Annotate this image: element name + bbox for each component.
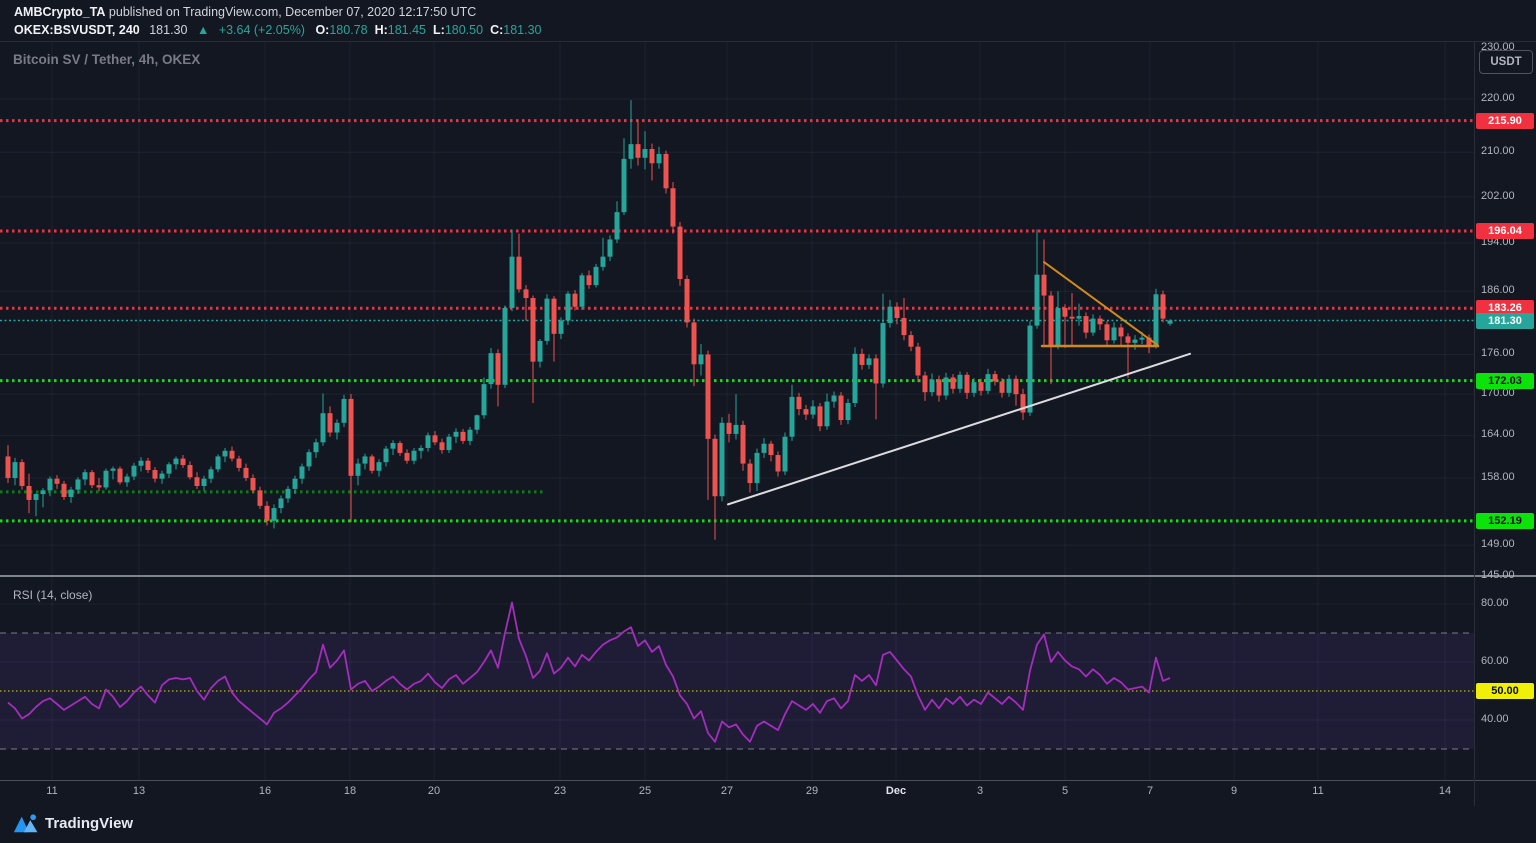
time-axis-label: 18 bbox=[343, 785, 357, 797]
time-axis-label: Dec bbox=[885, 785, 907, 797]
ohlc-value: 180.78 bbox=[329, 23, 368, 37]
tradingview-logo-text: TradingView bbox=[45, 814, 134, 832]
price-level-badge: 215.90 bbox=[1476, 112, 1534, 129]
rsi-tick-label: 80.00 bbox=[1481, 597, 1509, 609]
price-tick-label: 230.00 bbox=[1481, 42, 1515, 54]
time-axis-label: 3 bbox=[976, 785, 984, 797]
candles-layer bbox=[5, 100, 1173, 540]
price-tick-label: 186.00 bbox=[1481, 284, 1515, 297]
price-tick-label: 170.00 bbox=[1481, 387, 1515, 400]
time-axis-label: 13 bbox=[132, 785, 146, 797]
chart-watermark: Bitcoin SV / Tether, 4h, OKEX bbox=[13, 52, 201, 67]
time-axis-separator bbox=[0, 780, 1536, 781]
time-axis-label: 29 bbox=[805, 785, 819, 797]
ohlc-readout: O:180.78 H:181.45 L:180.50 C:181.30 bbox=[308, 23, 541, 37]
ohlc-key: L: bbox=[433, 23, 445, 37]
price-tick-label: 145.00 bbox=[1481, 569, 1515, 582]
ohlc-key: O: bbox=[315, 23, 330, 37]
time-axis[interactable]: 11 13 16 18 20 23 25 27 29 Dec 3 5 7 9 11 14 bbox=[0, 781, 1474, 806]
rsi-line bbox=[7, 601, 1171, 743]
header: AMBCrypto_TA published on TradingView.co… bbox=[0, 0, 1536, 41]
price-axis[interactable]: 230.00 220.00 210.00 202.00 194.00 186.00 176.… bbox=[1474, 42, 1536, 780]
price-tick-label: 164.00 bbox=[1481, 428, 1515, 441]
price-axis-border bbox=[1474, 42, 1475, 806]
last-price-badge: 181.30 bbox=[1476, 312, 1534, 329]
rsi-tick-label: 60.00 bbox=[1481, 655, 1509, 667]
time-axis-label: 25 bbox=[638, 785, 652, 797]
grid-lines bbox=[0, 42, 1474, 780]
header-divider bbox=[0, 41, 1536, 42]
price-change: +3.64 (+2.05%) bbox=[218, 23, 305, 37]
time-axis-label: 7 bbox=[1146, 785, 1154, 797]
last-price-readout: 181.30 bbox=[149, 23, 188, 37]
up-arrow-icon: ▲ bbox=[196, 23, 210, 37]
publication-line: AMBCrypto_TA published on TradingView.co… bbox=[14, 5, 476, 19]
triangle-descending-resistance bbox=[1043, 261, 1159, 347]
price-level-badge: 183.26 bbox=[1476, 300, 1534, 317]
time-axis-label: 11 bbox=[46, 785, 58, 797]
price-level-badge: 196.04 bbox=[1476, 223, 1534, 240]
time-axis-label: 16 bbox=[258, 785, 272, 797]
time-axis-label: 14 bbox=[1438, 785, 1452, 797]
tradingview-logo-icon bbox=[13, 814, 38, 833]
ohlc-value: 181.45 bbox=[387, 23, 427, 37]
ascending-support-trendline bbox=[727, 352, 1191, 506]
price-level-badge: 172.03 bbox=[1476, 372, 1534, 389]
rsi-pane bbox=[0, 632, 1474, 750]
price-tick-label: 176.00 bbox=[1481, 347, 1515, 360]
price-tick-label: 158.00 bbox=[1481, 470, 1515, 483]
time-axis-label: 9 bbox=[1230, 785, 1238, 797]
time-axis-label: 20 bbox=[427, 785, 441, 797]
time-axis-label: 23 bbox=[553, 785, 567, 797]
tradingview-logo[interactable]: TradingView bbox=[13, 813, 133, 833]
ohlc-key: H: bbox=[374, 23, 388, 37]
symbol-interval[interactable]: OKEX:BSVUSDT, 240 bbox=[14, 23, 140, 37]
ohlc-value: 180.50 bbox=[444, 23, 484, 37]
symbol-ohlc-line: OKEX:BSVUSDT, 240 181.30 ▲ +3.64 (+2.05%… bbox=[14, 23, 542, 37]
price-tick-label: 202.00 bbox=[1481, 189, 1515, 202]
currency-toggle-button[interactable]: USDT bbox=[1479, 50, 1533, 74]
rsi-indicator-label[interactable]: RSI (14, close) bbox=[13, 588, 93, 602]
support-resistance-levels bbox=[0, 119, 1474, 523]
ohlc-value: 181.30 bbox=[503, 23, 542, 37]
time-axis-label: 11 bbox=[1312, 785, 1324, 797]
price-tick-label: 210.00 bbox=[1481, 145, 1515, 158]
price-tick-label: 220.00 bbox=[1481, 92, 1515, 105]
publication-info: published on TradingView.com, December 0… bbox=[105, 5, 477, 19]
price-level-badge: 152.19 bbox=[1476, 512, 1534, 529]
time-axis-label: 27 bbox=[720, 785, 734, 797]
price-tick-label: 149.00 bbox=[1481, 538, 1515, 551]
time-axis-label: 5 bbox=[1061, 785, 1069, 797]
pane-separator[interactable] bbox=[0, 575, 1536, 577]
ohlc-key: C: bbox=[490, 23, 504, 37]
trendlines bbox=[727, 261, 1191, 506]
price-level-badge: 50.00 bbox=[1476, 683, 1534, 699]
author-name: AMBCrypto_TA bbox=[14, 5, 106, 19]
rsi-tick-label: 40.00 bbox=[1481, 713, 1509, 725]
